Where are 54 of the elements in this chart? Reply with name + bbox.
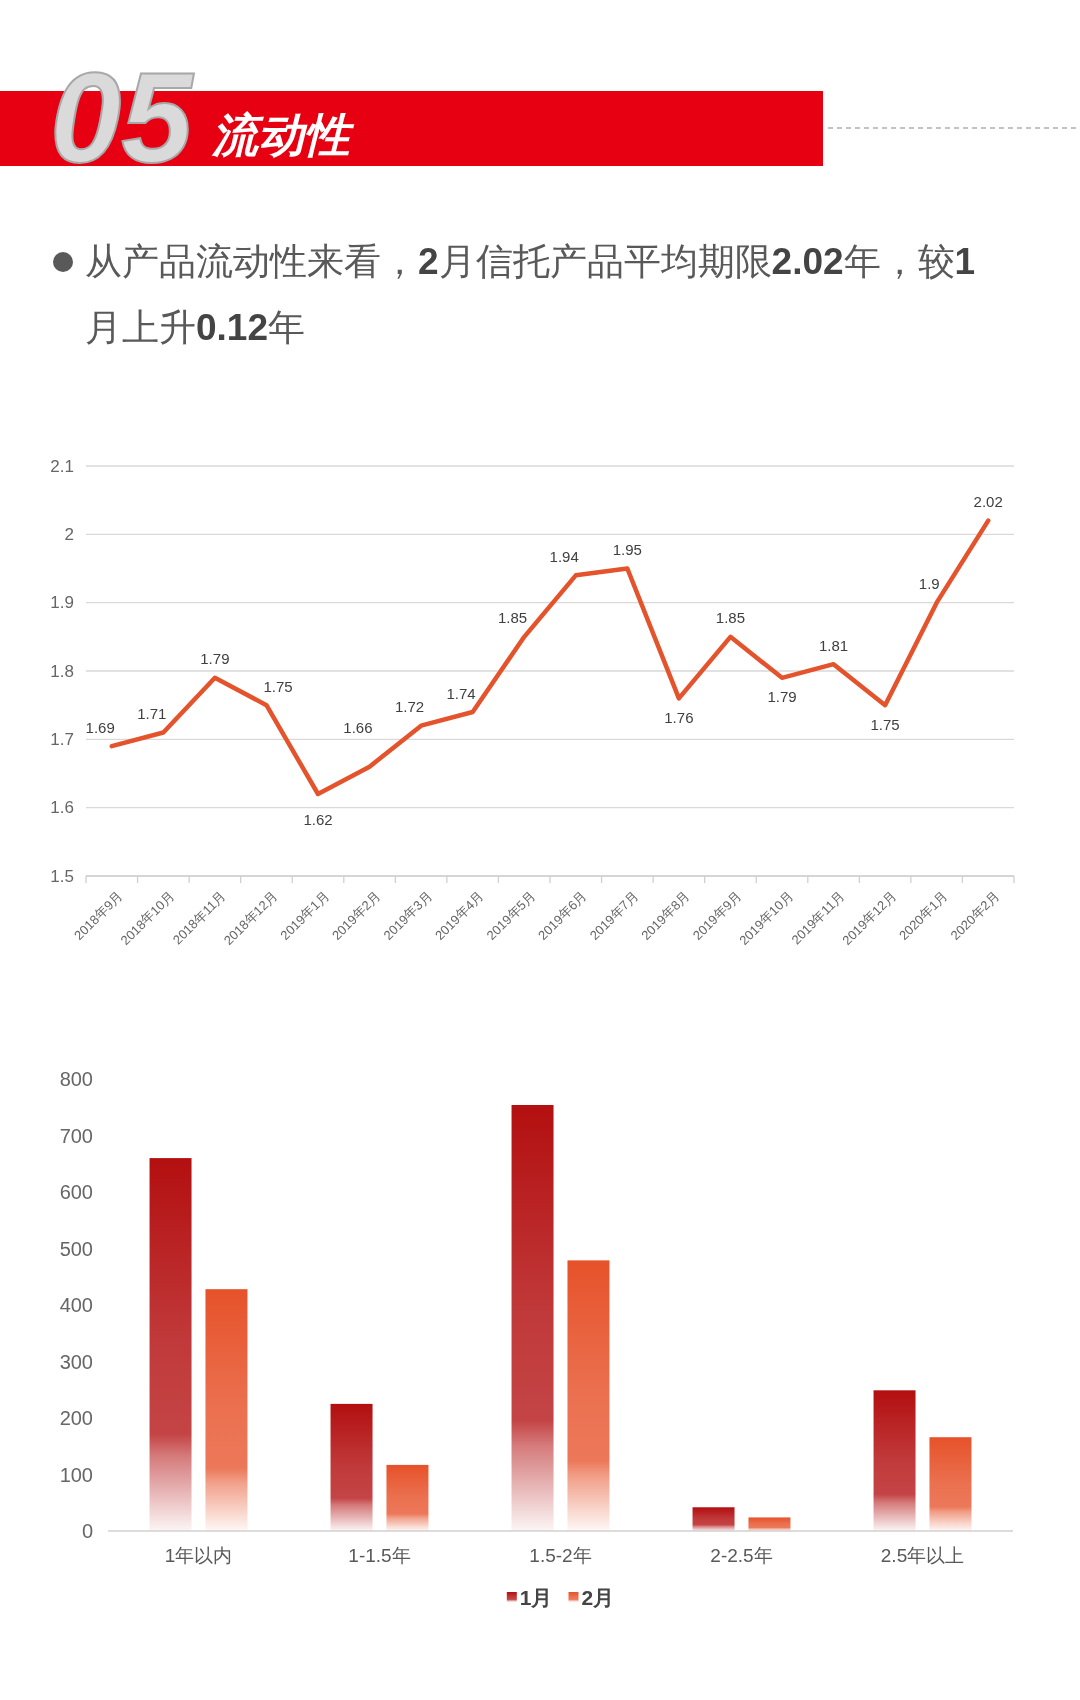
legend-label: 1月 [519,1585,553,1609]
bar [567,1260,610,1531]
y-tick-label: 1.9 [50,593,74,613]
data-label: 1.74 [446,684,476,702]
data-label: 1.66 [343,718,373,736]
y-tick-label: 0 [81,1520,93,1542]
data-label: 1.85 [715,609,746,627]
data-label: 1.71 [137,705,167,722]
bar [929,1437,972,1531]
bar [149,1158,192,1531]
data-label: 1.69 [85,718,115,736]
data-label: 1.76 [664,708,694,726]
x-tick-label: 1年以内 [164,1544,233,1566]
data-label: 1.75 [263,677,293,695]
y-tick-label: 600 [59,1181,93,1203]
x-tick-label: 2-2.5年 [710,1544,773,1566]
y-tick-label: 1.7 [50,729,74,749]
data-label: 2.02 [973,493,1003,511]
y-tick-label: 1.5 [50,866,74,886]
y-tick-label: 2.1 [50,456,74,476]
data-label: 1.62 [303,811,333,829]
chart-title: 流动性 [211,109,355,161]
data-label: 1.95 [612,541,642,558]
text: 从产品流动性来看，2月信托产品平均期限2.02年，较1月上升0.12年 [85,241,976,348]
y-tick-label: 100 [59,1463,93,1486]
y-tick-label: 700 [59,1124,93,1147]
x-tick-label: 2.5年以上 [880,1544,965,1566]
data-label: 1.79 [767,688,797,706]
y-tick-label: 200 [59,1407,93,1429]
data-label: 1.94 [549,547,579,565]
data-label: 1.81 [818,636,849,654]
data-label: 1.79 [200,650,230,668]
text: 05 [50,46,195,189]
y-tick-label: 500 [59,1237,93,1260]
bar [330,1403,373,1531]
legend-label: 2月 [581,1585,615,1609]
x-tick-label: 1.5-2年 [529,1544,592,1566]
data-label: 1.9 [918,575,940,593]
y-tick-label: 2 [64,524,74,544]
data-label: 1.72 [394,698,425,716]
bar [205,1289,248,1531]
bar [511,1104,554,1531]
bar [873,1390,916,1531]
data-label: 1.75 [870,715,900,733]
bar [692,1507,735,1531]
y-tick-label: 400 [59,1294,93,1316]
bar [748,1517,791,1531]
y-tick-label: 300 [59,1350,93,1373]
y-tick-label: 1.6 [50,798,74,818]
data-label: 1.85 [498,609,528,627]
x-tick-label: 1-1.5年 [348,1544,411,1566]
bar [386,1464,429,1531]
y-tick-label: 800 [59,1068,93,1090]
y-tick-label: 1.8 [50,661,74,681]
